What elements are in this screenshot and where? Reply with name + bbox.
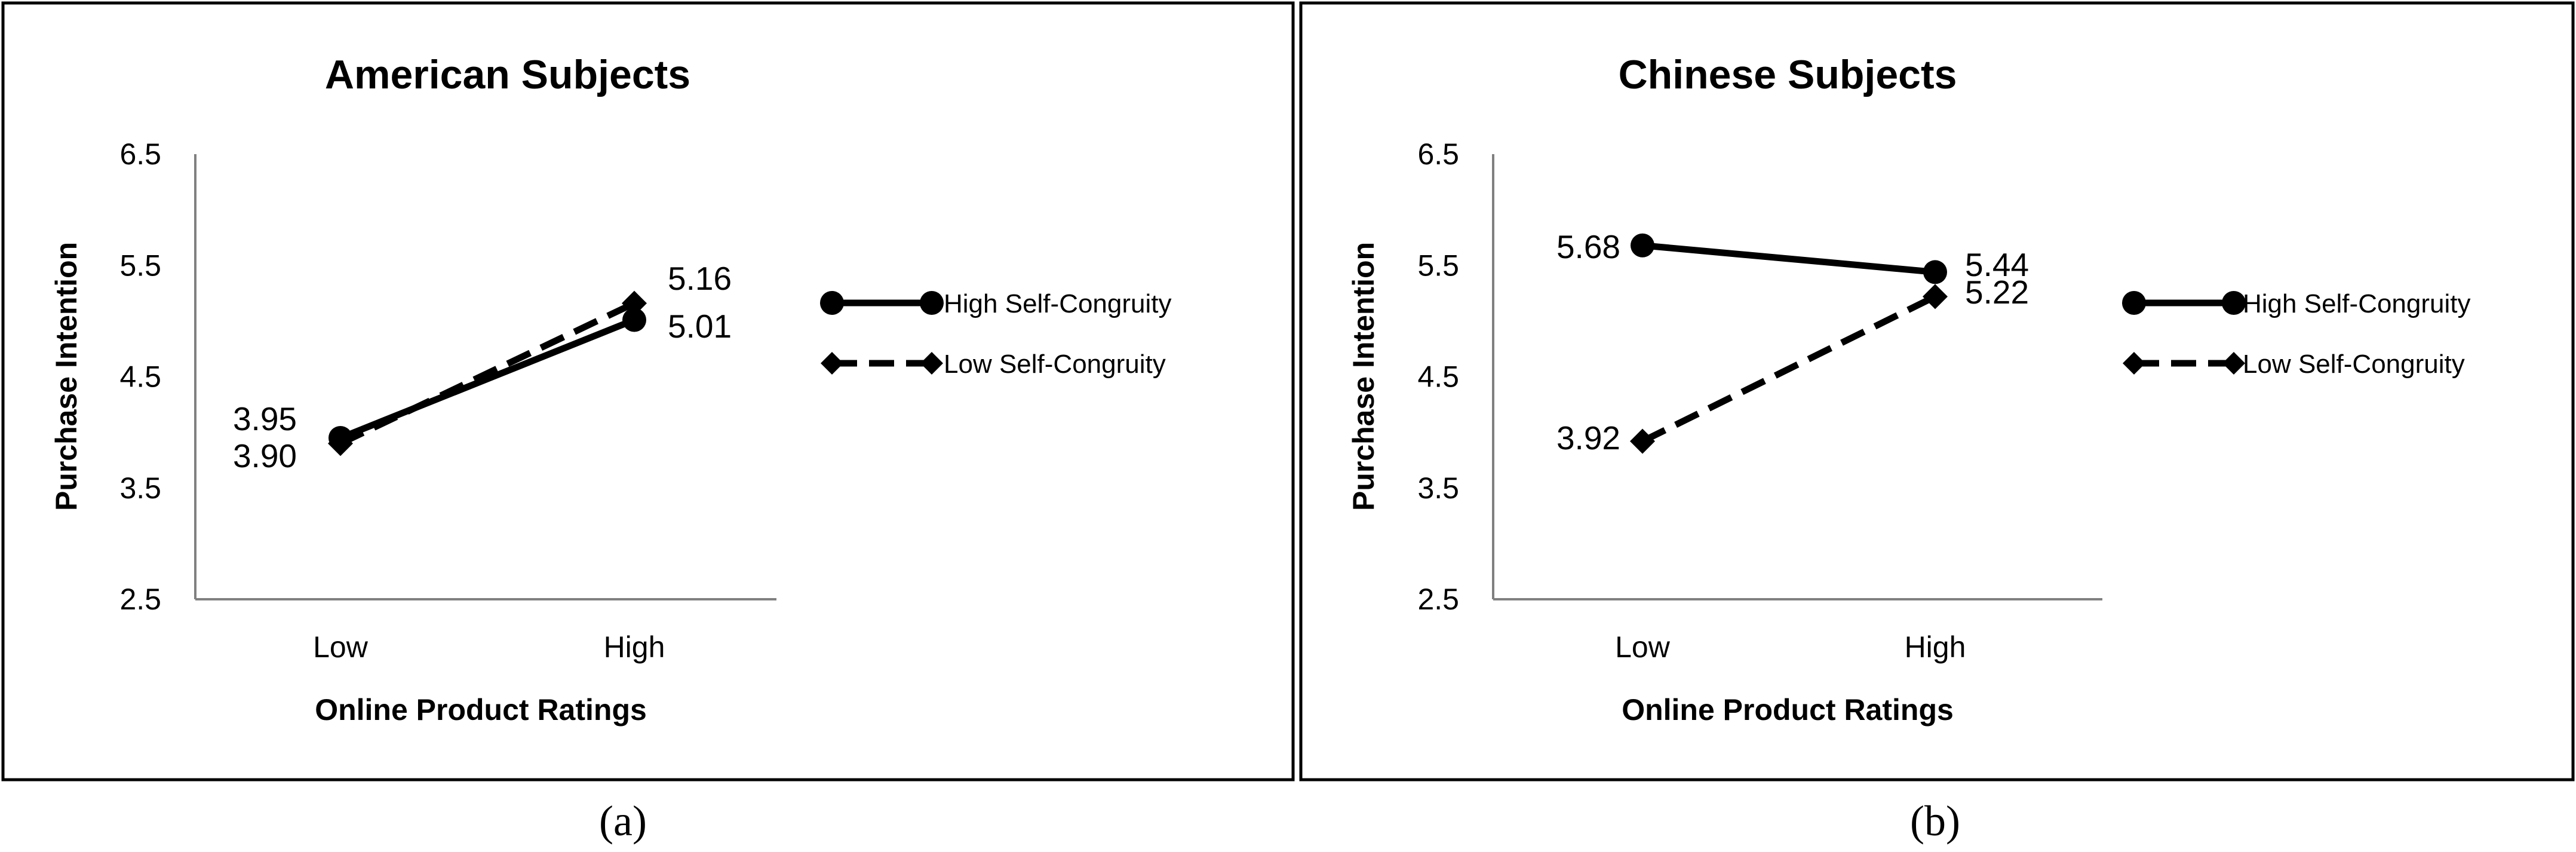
series-low-self-congruity: 3.92 5.22 (1556, 274, 2029, 456)
legend-item-high-self-congruity: High Self-Congruity (820, 289, 1172, 318)
y-tick-label: 6.5 (1417, 137, 1459, 171)
y-tick-label: 4.5 (1417, 360, 1459, 394)
data-point (1923, 260, 1947, 284)
panel-a-plot: 2.5 3.5 4.5 5.5 6.5 Low High 3.95 5.01 3.90 5.16 (119, 137, 776, 664)
panel-b-x-axis-title: Online Product Ratings (1622, 693, 1954, 727)
legend-label: High Self-Congruity (944, 289, 1172, 318)
panel-a-title: American Subjects (325, 52, 690, 97)
legend-marker (2222, 291, 2246, 315)
y-tick-label: 2.5 (119, 583, 161, 616)
series-line-low-self-congruity (1641, 293, 1937, 445)
panel-a-series: 3.95 5.01 3.90 5.16 (233, 260, 732, 474)
panel-a-x-ticks: Low High (313, 630, 665, 664)
y-tick-label: 3.5 (1417, 471, 1459, 505)
panel-a-legend: High Self-Congruity Low Self-Congruity (820, 289, 1172, 379)
y-tick-label: 5.5 (119, 249, 161, 282)
data-point (1631, 233, 1654, 258)
panel-b-frame (1299, 1, 2575, 781)
legend-label: Low Self-Congruity (944, 350, 1166, 379)
data-label: 3.95 (233, 400, 297, 437)
legend-marker (820, 291, 844, 315)
panel-b-y-ticks: 2.5 3.5 4.5 5.5 6.5 (1417, 137, 1459, 616)
data-point (328, 431, 353, 456)
panel-a-label: (a) (599, 797, 647, 845)
legend-item-low-self-congruity: Low Self-Congruity (2123, 350, 2465, 379)
data-point (622, 290, 647, 316)
series-high-self-congruity: 5.68 5.44 (1556, 228, 2029, 284)
panel-a-y-ticks: 2.5 3.5 4.5 5.5 6.5 (119, 137, 161, 616)
data-label: 5.68 (1556, 228, 1620, 265)
series-line-low-self-congruity (339, 300, 636, 447)
legend-marker (2122, 291, 2146, 315)
x-tick-label: High (1905, 630, 1966, 664)
legend-marker (821, 352, 843, 375)
panel-b-plot: 2.5 3.5 4.5 5.5 6.5 Low High 5.68 5.44 3.92 5.22 (1417, 137, 2102, 664)
panel-b-y-axis-title: Purchase Intention (1347, 242, 1380, 511)
data-point (1630, 428, 1655, 454)
legend-marker (920, 291, 944, 315)
panel-b-label: (b) (1910, 797, 1960, 845)
data-label: 3.92 (1556, 419, 1620, 456)
data-label: 3.90 (233, 437, 297, 474)
panel-a-x-axis-title: Online Product Ratings (315, 693, 647, 727)
panel-a-y-axis-title: Purchase Intention (50, 242, 83, 511)
panel-a: American Subjects 2.5 3.5 4.5 5.5 6.5 Low Hig… (1, 1, 1295, 781)
panel-a-frame (1, 1, 1295, 781)
y-tick-label: 3.5 (119, 471, 161, 505)
data-point (622, 308, 646, 332)
data-point (1923, 284, 1948, 309)
y-tick-label: 2.5 (1417, 583, 1459, 616)
x-tick-label: Low (1615, 630, 1671, 664)
y-tick-label: 4.5 (119, 360, 161, 394)
panel-b: Chinese Subjects 2.5 3.5 4.5 5.5 6.5 Low High… (1299, 1, 2575, 781)
panel-b-legend: High Self-Congruity Low Self-Congruity (2122, 289, 2471, 379)
legend-label: High Self-Congruity (2243, 289, 2471, 318)
panel-b-series: 5.68 5.44 3.92 5.22 (1556, 228, 2029, 456)
data-label: 5.22 (1965, 274, 2029, 311)
series-line-high-self-congruity (1642, 242, 1936, 275)
y-tick-label: 6.5 (119, 137, 161, 171)
data-label: 5.01 (668, 308, 732, 345)
legend-marker (2123, 352, 2145, 375)
x-tick-label: Low (313, 630, 369, 664)
data-label: 5.16 (668, 260, 732, 297)
data-label: 5.44 (1965, 246, 2029, 283)
y-tick-label: 5.5 (1417, 249, 1459, 282)
x-tick-label: High (604, 630, 665, 664)
legend-item-low-self-congruity: Low Self-Congruity (821, 350, 1166, 379)
legend-marker (920, 352, 943, 375)
legend-item-high-self-congruity: High Self-Congruity (2122, 289, 2471, 318)
legend-marker (2222, 352, 2245, 375)
series-low-self-congruity: 3.90 5.16 (233, 260, 732, 474)
panel-b-title: Chinese Subjects (1619, 52, 1957, 97)
panel-b-x-ticks: Low High (1615, 630, 1966, 664)
legend-label: Low Self-Congruity (2243, 350, 2465, 379)
